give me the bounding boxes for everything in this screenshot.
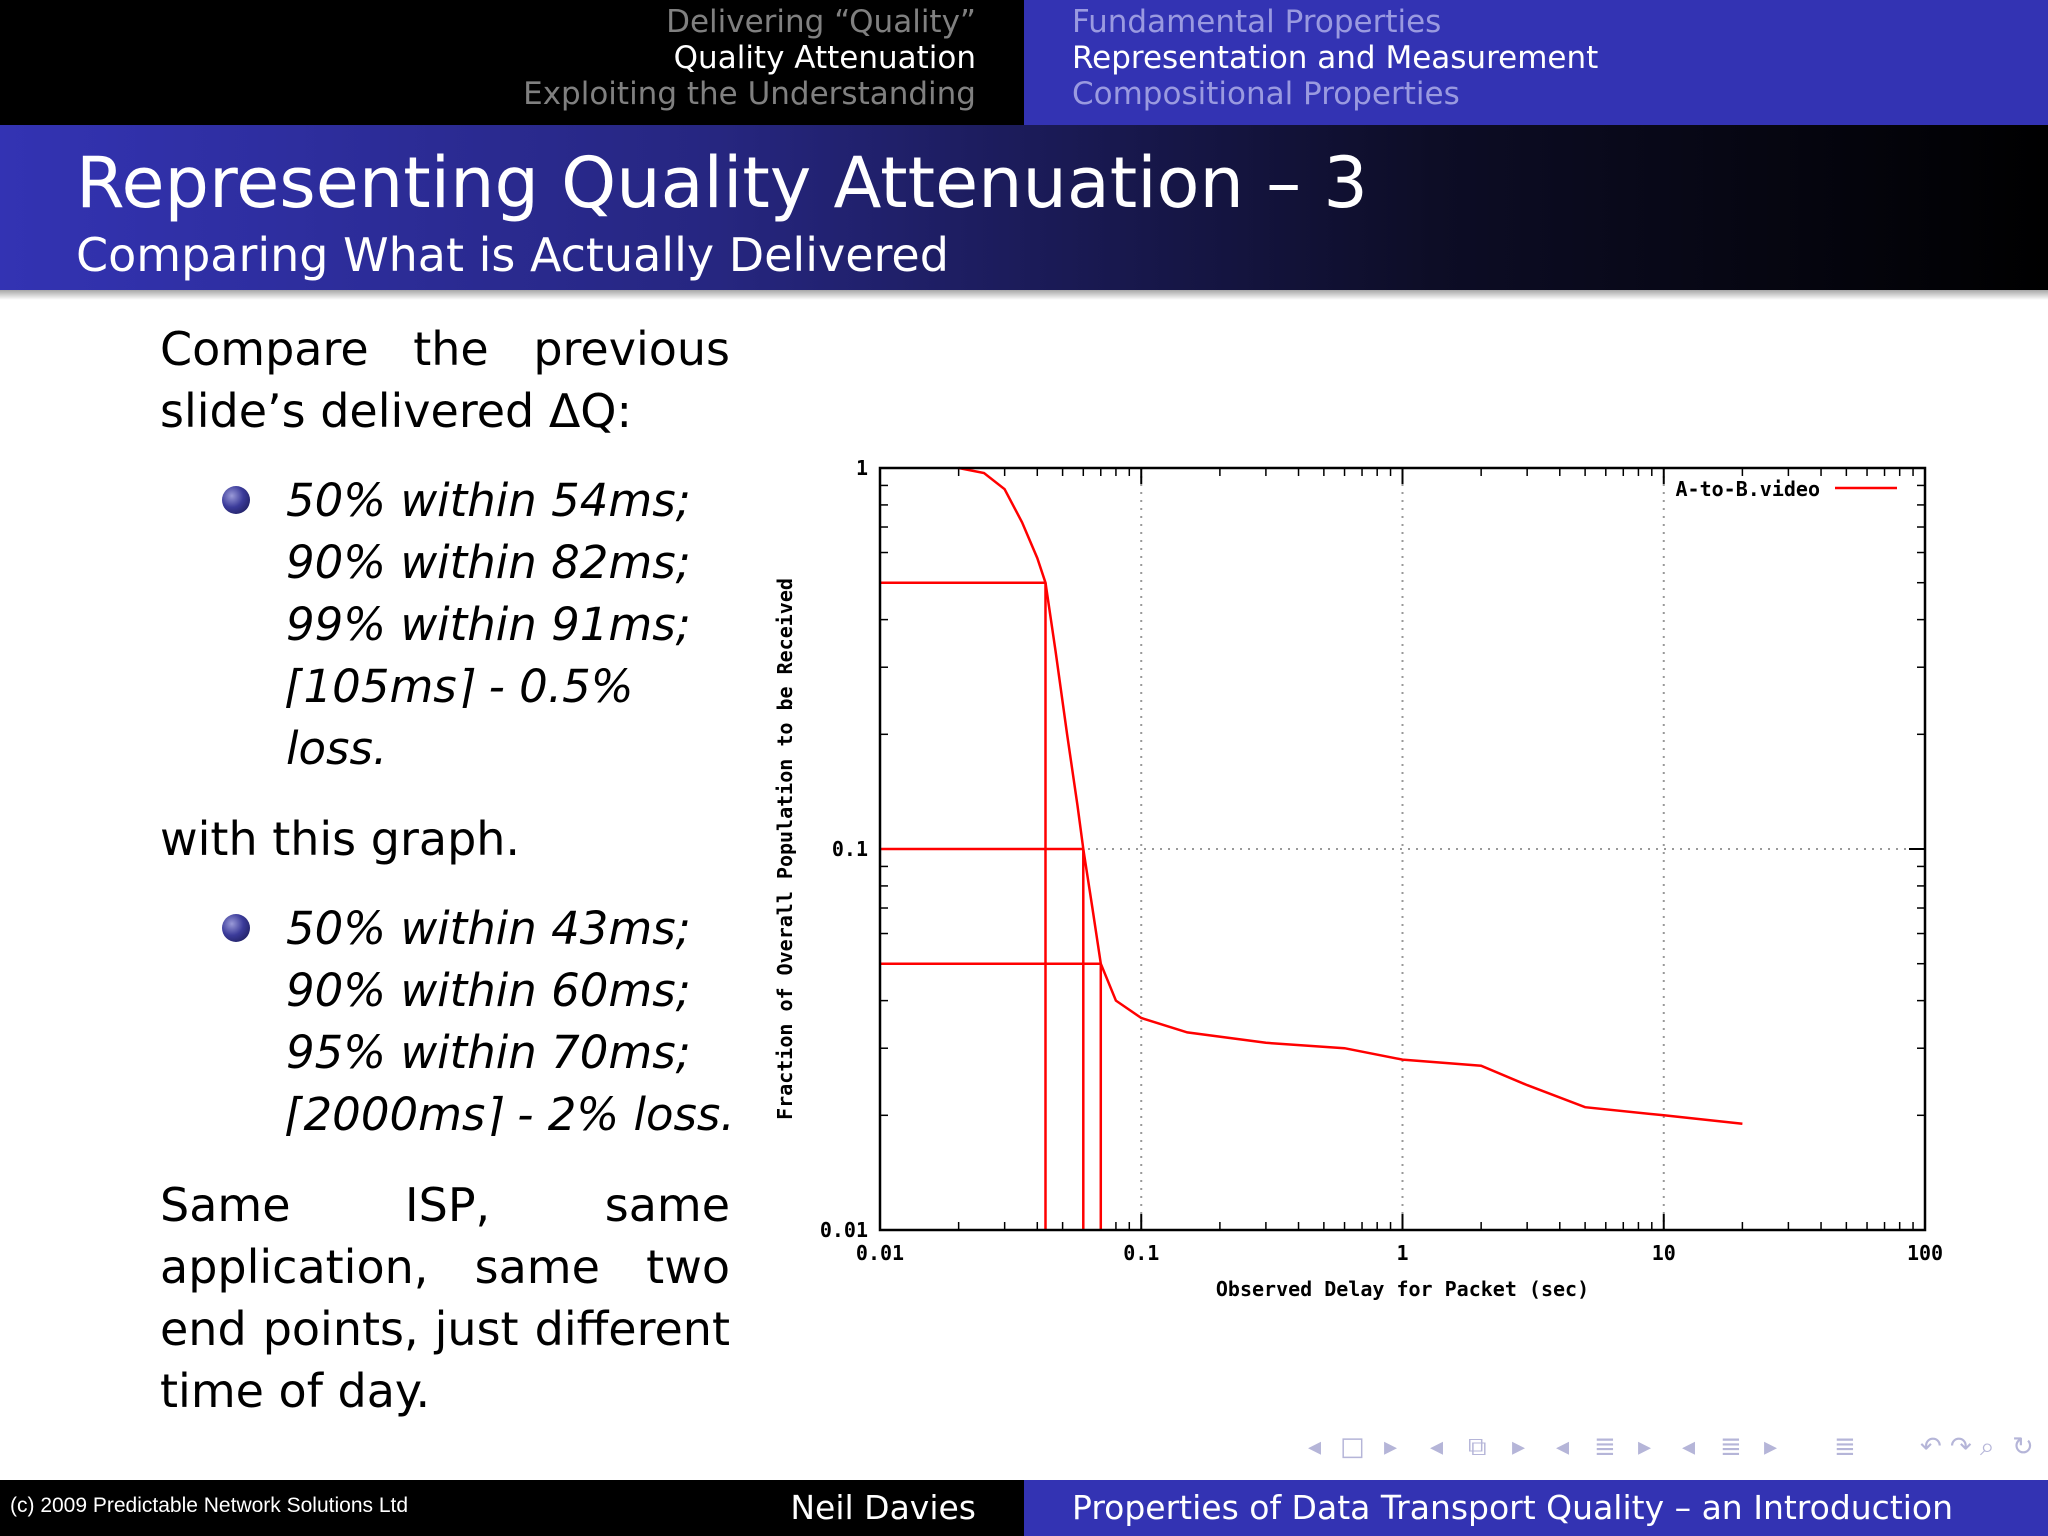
bullet-line: 90% within 60ms;: [286, 964, 691, 1017]
series-line: [958, 466, 1743, 1126]
bullet-line: 90% within 82ms;: [286, 536, 691, 589]
subsection-navigation: Fundamental Properties Representation an…: [1024, 0, 2048, 125]
nav-symbol-icon[interactable]: ▸: [1512, 1432, 1526, 1462]
footer-bar: (c) 2009 Predictable Network Solutions L…: [0, 1480, 2048, 1536]
nav-symbol-icon[interactable]: ◂: [1308, 1432, 1322, 1462]
nav-symbol-icon[interactable]: ◂: [1556, 1432, 1570, 1462]
y-axis-label: Fraction of Overall Population to be Rec…: [773, 578, 797, 1120]
nav-symbol-icon[interactable]: ▸: [1764, 1432, 1778, 1462]
slide-title: Representing Quality Attenuation – 3: [76, 142, 1368, 224]
intro-text: Compare the previous slide’s delivered Δ…: [160, 322, 730, 438]
bullet-line: 50% within 43ms;: [286, 902, 691, 955]
delay-distribution-chart: 0.01 0.1 1 10 100 0.01 0.1 1 A-to-B.video Observe…: [773, 456, 1943, 1301]
bullet-line: ⌈105ms⌉ - 0.5%: [286, 660, 634, 713]
nav-symbol-icon[interactable]: ≣: [1720, 1432, 1742, 1462]
nav-section-quality-attenuation[interactable]: Quality Attenuation: [673, 40, 976, 76]
bullet-line: ⌈2000ms⌉ - 2% loss.: [286, 1088, 735, 1141]
nav-symbol-icon[interactable]: ⧉: [1468, 1432, 1487, 1462]
nav-symbol-icon[interactable]: ≣: [1594, 1432, 1616, 1462]
legend-label: A-to-B.video: [1676, 477, 1821, 501]
x-tick-label: 0.01: [856, 1241, 904, 1265]
nav-section-delivering-quality[interactable]: Delivering “Quality”: [666, 4, 976, 40]
bullet-previous-delivery: 50% within 54ms; 90% within 82ms; 99% wi…: [160, 470, 730, 780]
section-navigation: Delivering “Quality” Quality Attenuation…: [0, 0, 1024, 125]
x-tick-label: 100: [1907, 1241, 1943, 1265]
x-tick-label: 10: [1652, 1241, 1676, 1265]
nav-symbol-icon[interactable]: □: [1340, 1432, 1365, 1462]
bullet-icon: [222, 914, 250, 942]
y-tick-label: 1: [856, 456, 868, 480]
bullet-line: loss.: [286, 722, 388, 775]
beamer-navigation-symbols: ◂ □ ▸ ◂ ⧉ ▸ ◂ ≣ ▸ ◂ ≣ ▸ ≣ ↶ ↷ ⌕ ↻: [1300, 1432, 2040, 1468]
nav-symbol-icon[interactable]: ▸: [1384, 1432, 1398, 1462]
bullet-line: 99% within 91ms;: [286, 598, 691, 651]
nav-subsection-compositional[interactable]: Compositional Properties: [1072, 76, 1460, 112]
slide-subtitle: Comparing What is Actually Delivered: [76, 228, 949, 282]
nav-symbol-icon[interactable]: ↶: [1920, 1432, 1942, 1462]
closing-text: Same ISP, same application, same two end…: [160, 1178, 730, 1418]
bullet-this-graph: 50% within 43ms; 90% within 60ms; 95% wi…: [160, 898, 735, 1146]
bullet-line: 50% within 54ms;: [286, 474, 691, 527]
x-tick-label: 1: [1396, 1241, 1408, 1265]
footer-author: Neil Davies: [790, 1488, 976, 1527]
nav-subsection-representation[interactable]: Representation and Measurement: [1072, 40, 1599, 76]
nav-symbol-icon[interactable]: ◂: [1430, 1432, 1444, 1462]
slide-body-text: Compare the previous slide’s delivered Δ…: [160, 318, 735, 1422]
header-bar: Delivering “Quality” Quality Attenuation…: [0, 0, 2048, 125]
nav-symbol-icon[interactable]: ⌕: [1980, 1432, 1995, 1462]
nav-symbol-icon[interactable]: ≣: [1834, 1432, 1856, 1462]
footer-right: Properties of Data Transport Quality – a…: [1024, 1480, 2048, 1536]
nav-symbol-icon[interactable]: ▸: [1638, 1432, 1652, 1462]
nav-symbol-icon[interactable]: ◂: [1682, 1432, 1696, 1462]
nav-symbol-icon[interactable]: ↷: [1950, 1432, 1972, 1462]
nav-section-exploiting[interactable]: Exploiting the Understanding: [523, 76, 976, 112]
y-tick-label: 0.1: [832, 837, 868, 861]
middle-text: with this graph.: [160, 812, 521, 866]
nav-subsection-fundamental[interactable]: Fundamental Properties: [1072, 4, 1442, 40]
title-bar: Representing Quality Attenuation – 3 Com…: [0, 125, 2048, 300]
plot-frame: [878, 466, 1927, 1232]
nav-symbol-icon[interactable]: ↻: [2012, 1432, 2034, 1462]
footer-left: (c) 2009 Predictable Network Solutions L…: [0, 1480, 1024, 1536]
footer-copyright: (c) 2009 Predictable Network Solutions L…: [10, 1494, 409, 1517]
x-axis-label: Observed Delay for Packet (sec): [1216, 1277, 1589, 1301]
footer-talk-title: Properties of Data Transport Quality – a…: [1072, 1488, 1954, 1527]
bullet-line: 95% within 70ms;: [286, 1026, 691, 1079]
bullet-icon: [222, 486, 250, 514]
x-tick-label: 0.1: [1123, 1241, 1159, 1265]
y-tick-label: 0.01: [820, 1218, 868, 1242]
